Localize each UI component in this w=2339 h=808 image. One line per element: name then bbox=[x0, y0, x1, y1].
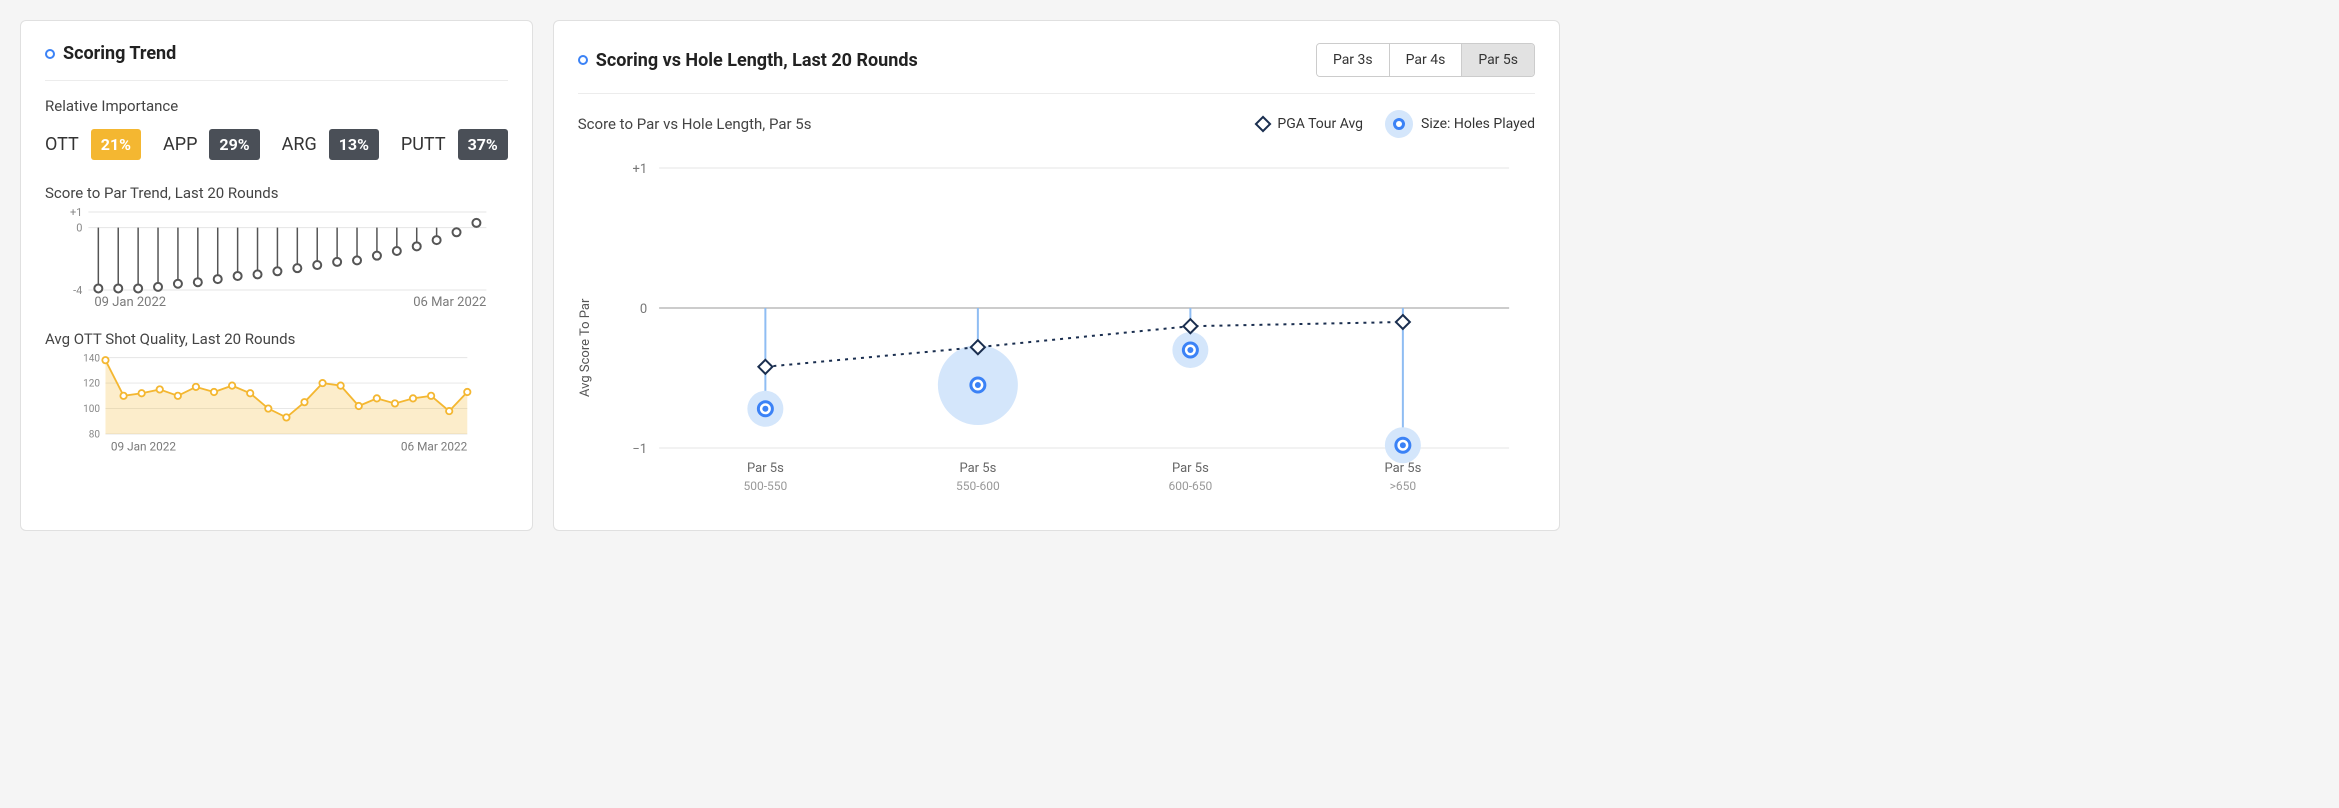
importance-stat-label: OTT bbox=[45, 134, 79, 155]
importance-row: OTT 21% APP 29% ARG 13% PUTT 37% bbox=[45, 129, 508, 160]
importance-stat-badge: 37% bbox=[458, 129, 508, 160]
svg-text:>650: >650 bbox=[1389, 479, 1416, 493]
tab-par-3s[interactable]: Par 3s bbox=[1317, 44, 1390, 76]
importance-stat-label: PUTT bbox=[401, 134, 446, 155]
card-title: Scoring vs Hole Length, Last 20 Rounds bbox=[578, 50, 918, 71]
y-axis-title: Avg Score To Par bbox=[578, 148, 593, 508]
svg-text:+1: +1 bbox=[70, 208, 82, 219]
legend-row: Score to Par vs Hole Length, Par 5s PGA … bbox=[578, 110, 1535, 138]
importance-stat-badge: 13% bbox=[329, 129, 379, 160]
card-title-text: Scoring Trend bbox=[63, 43, 176, 64]
diamond-icon bbox=[1255, 116, 1272, 133]
big-chart-wrap: Avg Score To Par +1 0 −1 Par 5s 500-550 Par 5… bbox=[578, 148, 1535, 508]
importance-stat-badge: 29% bbox=[209, 129, 259, 160]
svg-text:06 Mar 2022: 06 Mar 2022 bbox=[401, 439, 468, 453]
svg-text:−1: −1 bbox=[632, 442, 647, 457]
tab-par-5s[interactable]: Par 5s bbox=[1462, 44, 1534, 76]
svg-text:140: 140 bbox=[83, 354, 100, 364]
scoring-trend-card: Scoring Trend Relative Importance OTT 21%… bbox=[20, 20, 533, 531]
card-header: Scoring Trend bbox=[45, 43, 508, 81]
svg-text:Par 5s: Par 5s bbox=[747, 461, 784, 476]
svg-text:Par 5s: Par 5s bbox=[1172, 461, 1209, 476]
importance-stat-label: APP bbox=[163, 134, 197, 155]
svg-text:+1: +1 bbox=[632, 162, 647, 177]
bullet-icon bbox=[578, 55, 588, 65]
ott-quality-chart: 140 120 100 80 09 Jan 2022 06 Mar 2022 bbox=[45, 354, 508, 454]
ott-chart-title: Avg OTT Shot Quality, Last 20 Rounds bbox=[45, 330, 508, 348]
legend-size-label: Size: Holes Played bbox=[1421, 116, 1535, 132]
bubble-inner-icon bbox=[1393, 118, 1405, 130]
card-title: Scoring Trend bbox=[45, 43, 176, 64]
hole-length-chart: +1 0 −1 Par 5s 500-550 Par 5s 550-600 Par 5s 600… bbox=[603, 148, 1535, 508]
svg-text:0: 0 bbox=[640, 302, 647, 317]
tab-par-4s[interactable]: Par 4s bbox=[1390, 44, 1463, 76]
importance-stat-badge: 21% bbox=[91, 129, 141, 160]
svg-text:09 Jan 2022: 09 Jan 2022 bbox=[94, 295, 166, 308]
importance-stat-label: ARG bbox=[282, 134, 317, 155]
chart-subtitle: Score to Par vs Hole Length, Par 5s bbox=[578, 115, 812, 133]
svg-text:09 Jan 2022: 09 Jan 2022 bbox=[111, 439, 176, 453]
svg-text:0: 0 bbox=[76, 222, 82, 235]
legend-size: Size: Holes Played bbox=[1385, 110, 1535, 138]
svg-text:-4: -4 bbox=[73, 284, 82, 297]
svg-text:80: 80 bbox=[89, 430, 101, 441]
importance-label: Relative Importance bbox=[45, 97, 508, 115]
svg-text:600-650: 600-650 bbox=[1168, 479, 1212, 493]
legend-pga: PGA Tour Avg bbox=[1257, 116, 1363, 132]
card-header: Scoring vs Hole Length, Last 20 Rounds P… bbox=[578, 43, 1535, 94]
svg-text:Par 5s: Par 5s bbox=[1384, 461, 1421, 476]
bullet-icon bbox=[45, 49, 55, 59]
hole-length-card: Scoring vs Hole Length, Last 20 Rounds P… bbox=[553, 20, 1560, 531]
svg-text:Par 5s: Par 5s bbox=[959, 461, 996, 476]
bubble-icon bbox=[1385, 110, 1413, 138]
legend-pga-label: PGA Tour Avg bbox=[1277, 116, 1363, 132]
par-tab-group: Par 3sPar 4sPar 5s bbox=[1316, 43, 1535, 77]
svg-text:500-550: 500-550 bbox=[743, 479, 787, 493]
score-trend-title: Score to Par Trend, Last 20 Rounds bbox=[45, 184, 508, 202]
svg-text:550-600: 550-600 bbox=[956, 479, 1000, 493]
svg-text:120: 120 bbox=[83, 379, 100, 390]
card-title-text: Scoring vs Hole Length, Last 20 Rounds bbox=[596, 50, 918, 71]
svg-text:100: 100 bbox=[83, 404, 100, 415]
legend-items: PGA Tour Avg Size: Holes Played bbox=[1257, 110, 1535, 138]
svg-text:06 Mar 2022: 06 Mar 2022 bbox=[413, 295, 486, 308]
score-trend-chart: +1 0 -4 09 Jan 2022 06 Mar 2022 bbox=[45, 208, 508, 308]
